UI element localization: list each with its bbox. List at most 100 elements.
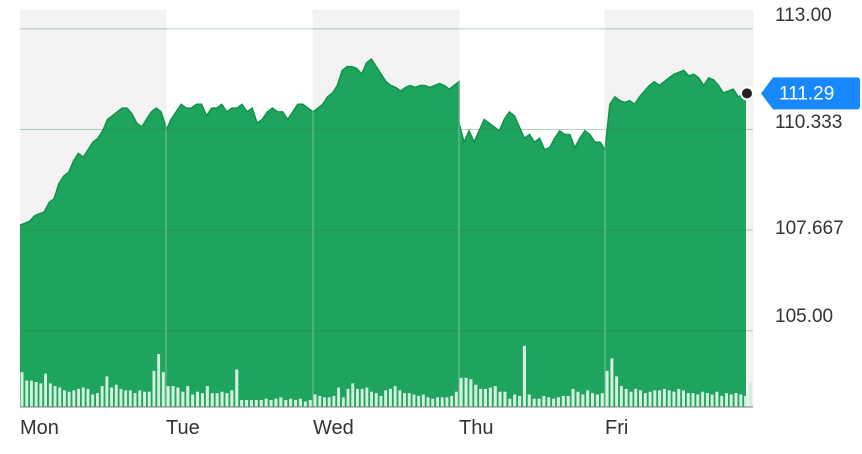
volume-bar xyxy=(308,400,312,407)
volume-bar xyxy=(734,393,738,407)
volume-bar xyxy=(191,394,195,407)
volume-bar xyxy=(421,394,425,407)
volume-bar xyxy=(571,388,575,407)
volume-bar xyxy=(561,395,565,407)
volume-bar xyxy=(269,400,273,407)
volume-bar xyxy=(332,395,336,407)
volume-bar xyxy=(464,377,468,407)
volume-bar xyxy=(710,394,714,407)
volume-bar xyxy=(58,387,62,407)
last-price-label: 111.29 xyxy=(779,83,834,104)
volume-bar xyxy=(152,370,156,407)
volume-bar xyxy=(34,382,38,407)
volume-bar xyxy=(225,393,229,407)
volume-bar xyxy=(744,395,748,407)
volume-bar xyxy=(171,386,175,407)
volume-bar xyxy=(124,390,128,407)
volume-bar xyxy=(493,386,497,407)
volume-bar xyxy=(522,345,526,407)
volume-bar xyxy=(25,380,29,407)
volume-bar xyxy=(356,388,359,407)
volume-bar xyxy=(128,390,132,407)
volume-bar xyxy=(479,388,483,407)
volume-bar xyxy=(143,391,146,407)
volume-bar xyxy=(469,379,473,407)
volume-bar xyxy=(210,393,214,407)
volume-bar xyxy=(119,388,123,407)
volume-bar xyxy=(586,390,590,407)
volume-bar xyxy=(634,388,638,407)
y-tick-113: 113.00 xyxy=(775,5,832,26)
volume-bar xyxy=(547,397,551,407)
volume-bar xyxy=(436,397,439,407)
volume-bar xyxy=(450,395,454,407)
volume-bar xyxy=(298,398,302,407)
price-line xyxy=(19,58,751,226)
volume-bar xyxy=(503,391,507,407)
volume-bar xyxy=(532,398,536,407)
volume-bar xyxy=(639,390,642,407)
y-tick-105: 105.00 xyxy=(775,306,833,327)
volume-bar xyxy=(648,391,652,407)
volume-bar xyxy=(72,390,76,407)
volume-bars xyxy=(20,345,752,407)
volume-bar xyxy=(161,372,165,407)
volume-bar xyxy=(715,391,719,407)
volume-bar xyxy=(483,388,487,407)
volume-bar xyxy=(274,398,278,407)
volume-bar xyxy=(389,388,392,407)
volume-bar xyxy=(705,393,709,407)
volume-bar xyxy=(412,394,416,407)
volume-bar xyxy=(44,373,47,407)
volume-bar xyxy=(284,400,288,407)
volume-bar xyxy=(81,387,85,407)
volume-bar xyxy=(691,393,695,407)
volume-bar xyxy=(289,398,293,407)
volume-bar xyxy=(662,388,666,407)
volume-bar xyxy=(48,383,52,407)
volume-bar xyxy=(696,394,700,407)
volume-bar xyxy=(39,383,43,407)
x-tick-mon: Mon xyxy=(20,417,59,439)
volume-bar xyxy=(393,386,397,407)
volume-bar xyxy=(205,386,209,407)
volume-bar xyxy=(643,393,647,407)
volume-bar xyxy=(96,393,99,407)
volume-bar xyxy=(249,400,253,407)
volume-bar xyxy=(245,400,249,407)
volume-bar xyxy=(527,394,531,407)
volume-bar xyxy=(729,394,733,407)
volume-bar xyxy=(259,400,263,407)
volume-bar xyxy=(581,394,585,407)
volume-bar xyxy=(426,397,430,407)
volume-bar xyxy=(556,397,560,407)
volume-bar xyxy=(474,384,478,407)
volume-bar xyxy=(682,390,685,407)
volume-bar xyxy=(147,391,151,407)
volume-bar xyxy=(351,383,355,407)
volume-bar xyxy=(323,397,326,407)
volume-bar xyxy=(600,393,604,407)
volume-bar xyxy=(186,386,190,407)
volume-bar xyxy=(53,386,57,407)
volume-bar xyxy=(619,386,623,407)
volume-bar xyxy=(686,393,690,407)
volume-bar xyxy=(230,390,234,407)
volume-bar xyxy=(615,376,619,407)
volume-bar xyxy=(20,372,24,407)
x-tick-fri: Fri xyxy=(605,417,628,439)
x-tick-tue: Tue xyxy=(166,417,200,439)
volume-bar xyxy=(379,395,383,407)
last-price-tag xyxy=(761,77,860,110)
volume-bar xyxy=(748,382,752,407)
volume-bar xyxy=(552,398,556,407)
volume-bar xyxy=(576,391,580,407)
volume-bar xyxy=(537,398,541,407)
volume-bar xyxy=(667,390,671,407)
volume-bar xyxy=(341,397,345,407)
volume-bar xyxy=(498,391,502,407)
volume-bar xyxy=(605,370,609,407)
volume-bar xyxy=(346,388,350,407)
volume-bar xyxy=(610,358,614,407)
volume-bar xyxy=(166,386,170,407)
